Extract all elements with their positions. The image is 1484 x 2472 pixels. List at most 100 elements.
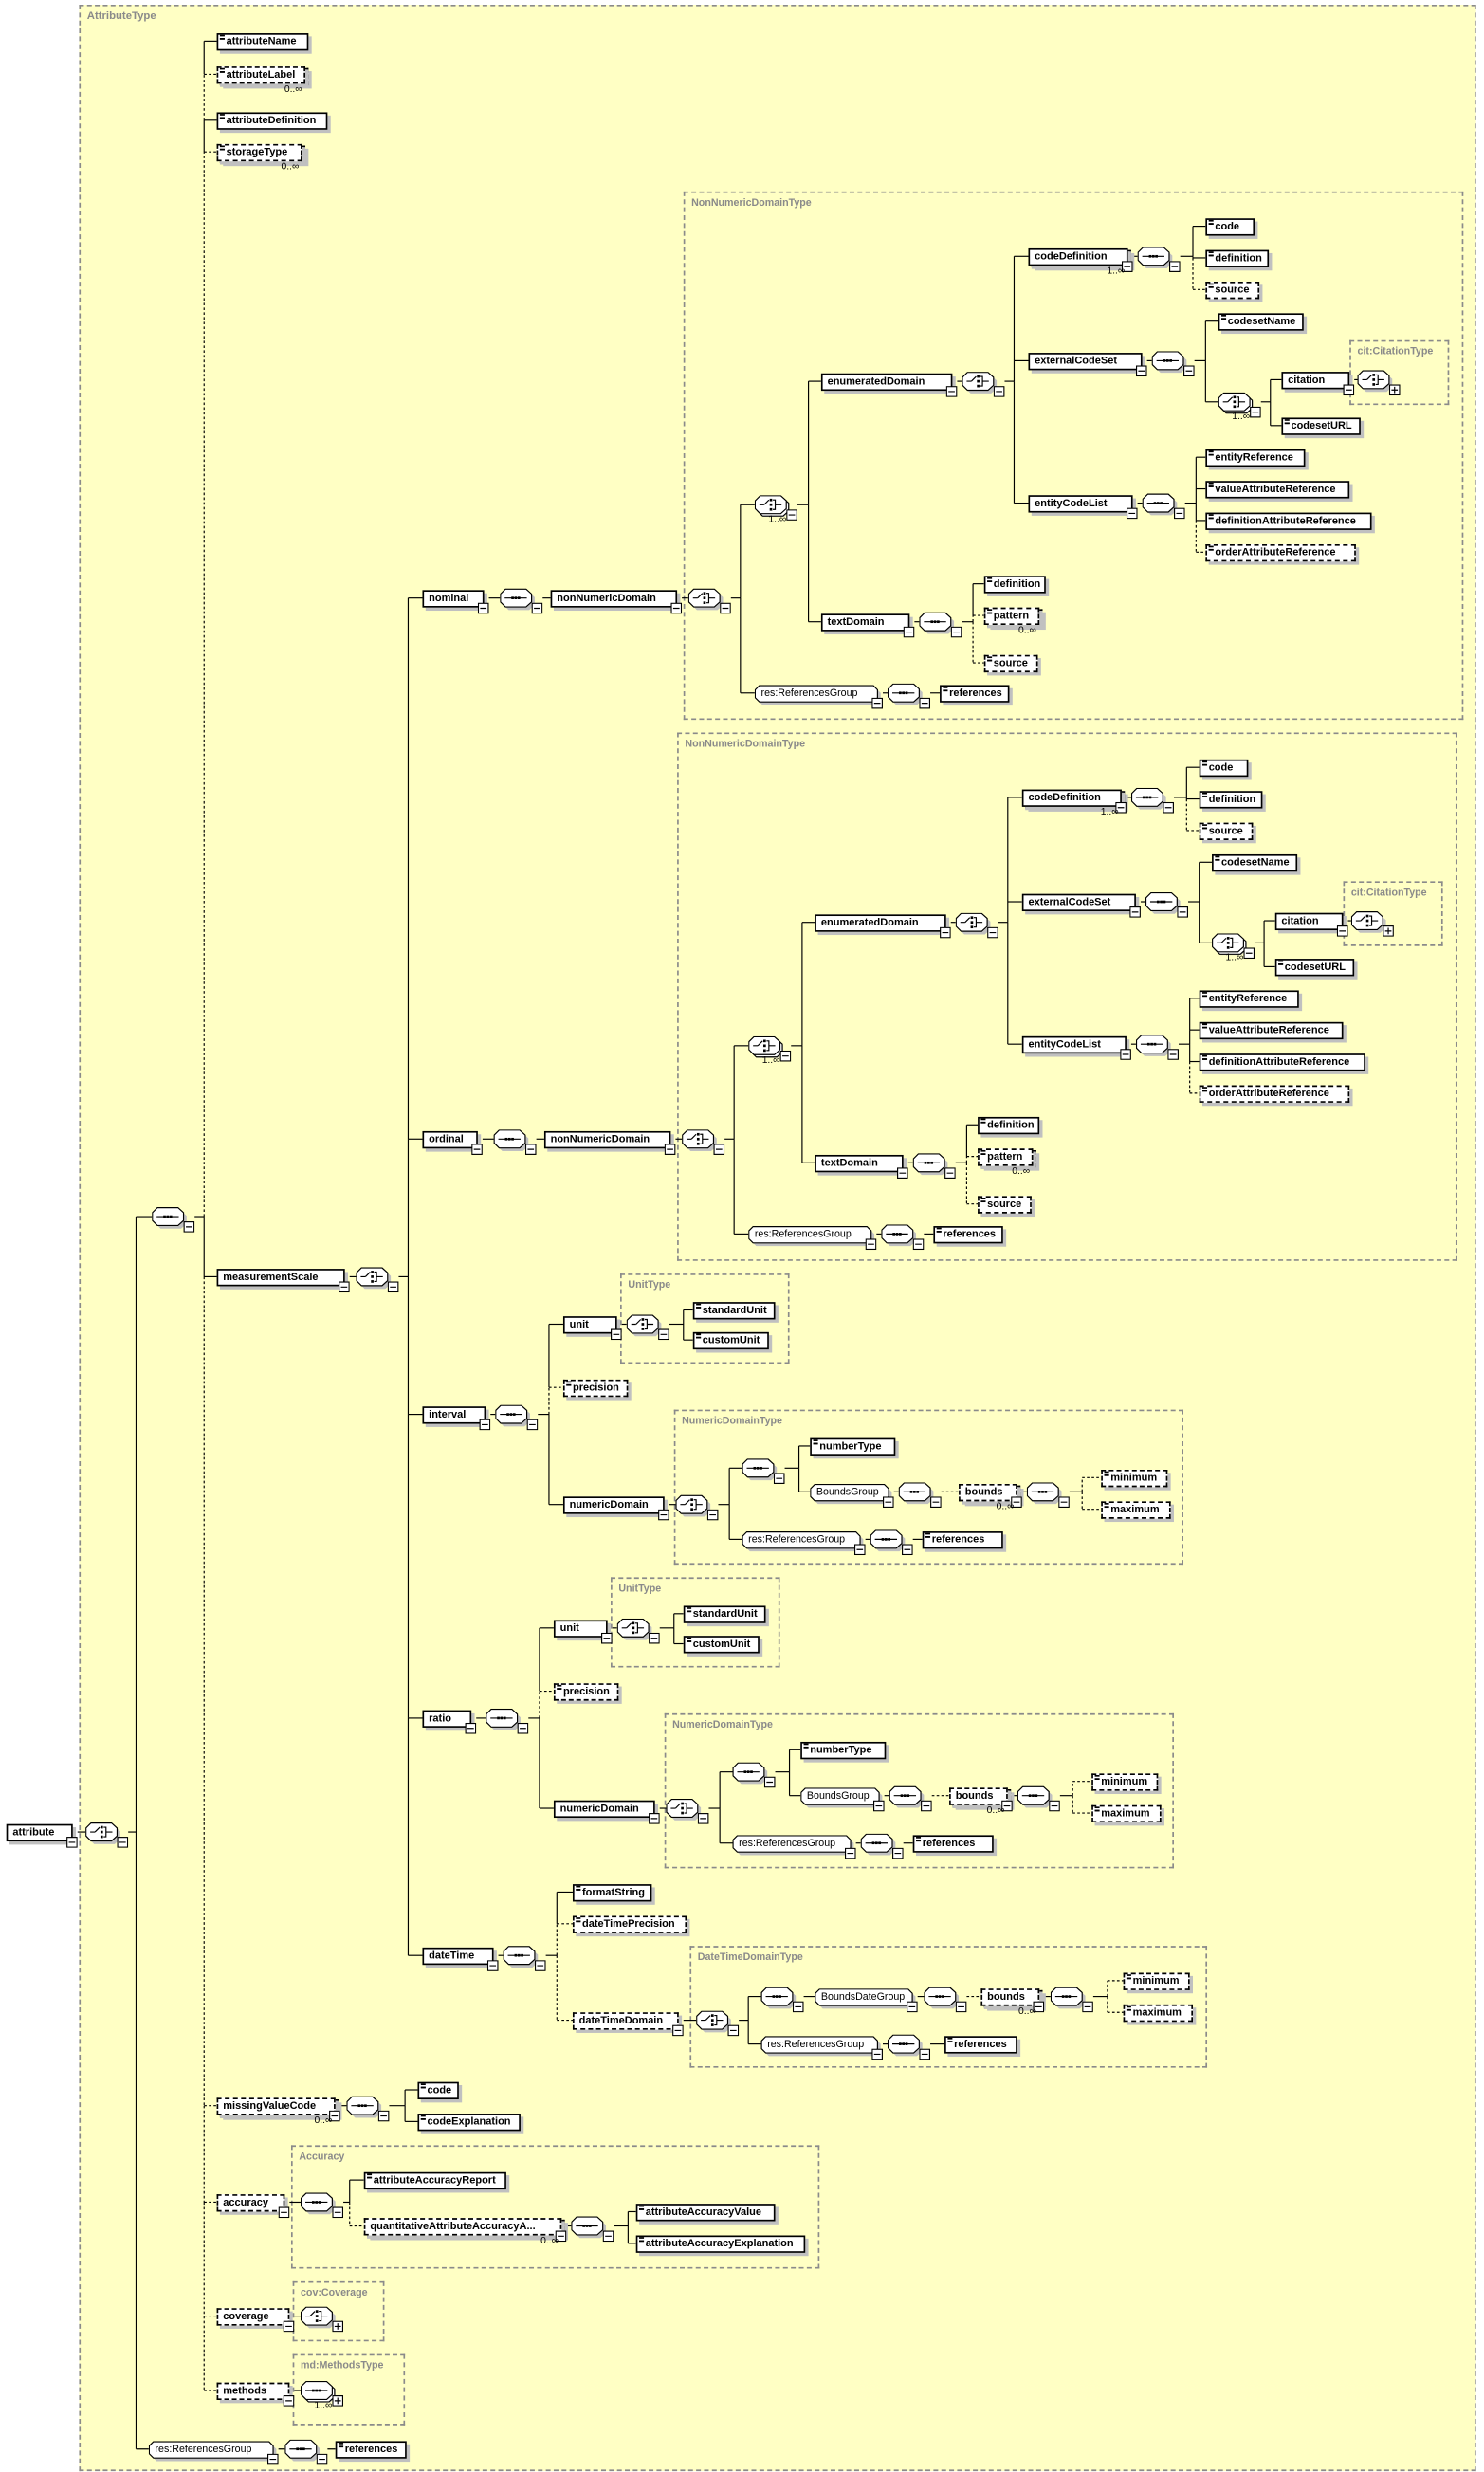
element-definition-attribute-reference[interactable]: definitionAttributeReference — [1205, 511, 1372, 530]
expand-button[interactable] — [1388, 375, 1401, 395]
choice-compositor[interactable] — [1357, 370, 1401, 394]
collapse-button[interactable] — [1167, 1038, 1179, 1060]
choice-compositor[interactable] — [1212, 933, 1255, 957]
collapse-button[interactable] — [278, 2197, 290, 2218]
element-custom-unit[interactable]: customUnit — [692, 1330, 769, 1349]
element-methods[interactable]: methods — [216, 2381, 290, 2400]
collapse-button[interactable] — [1001, 1790, 1013, 1811]
collapse-button[interactable] — [531, 593, 543, 613]
collapse-button[interactable] — [919, 687, 931, 708]
collapse-button[interactable] — [773, 1462, 785, 1484]
collapse-button[interactable] — [921, 1790, 932, 1811]
sequence-compositor[interactable] — [301, 2192, 343, 2216]
expand-button[interactable] — [332, 2311, 344, 2332]
element-standard-unit[interactable]: standardUnit — [692, 1301, 776, 1319]
choice-compositor[interactable] — [675, 1494, 718, 1519]
element-definition[interactable]: definition — [1205, 248, 1270, 267]
collapse-button[interactable] — [902, 1534, 913, 1555]
collapse-button[interactable] — [1120, 1038, 1131, 1060]
collapse-button[interactable] — [912, 1229, 925, 1250]
sequence-compositor[interactable] — [301, 2381, 343, 2405]
collapse-button[interactable] — [944, 1157, 956, 1179]
sequence-compositor[interactable] — [898, 1482, 942, 1506]
element-unit[interactable]: unit — [562, 1315, 617, 1333]
collapse-button[interactable] — [786, 499, 797, 521]
sequence-compositor[interactable] — [486, 1708, 528, 1732]
collapse-button[interactable] — [471, 1133, 483, 1155]
element-numeric-domain[interactable]: numericDomain — [553, 1799, 655, 1818]
collapse-button[interactable] — [1243, 938, 1255, 959]
collapse-button[interactable] — [779, 1040, 792, 1061]
element-entity-code-list[interactable]: entityCodeList — [1028, 494, 1133, 512]
element-storage-type[interactable]: storageType — [216, 142, 302, 161]
element-references[interactable]: references — [944, 2035, 1017, 2053]
collapse-button[interactable] — [1343, 375, 1355, 395]
element-format-string[interactable]: formatString — [572, 1883, 652, 1901]
collapse-button[interactable] — [1033, 1991, 1045, 2012]
collapse-button[interactable] — [950, 616, 962, 637]
choice-compositor[interactable] — [356, 1267, 398, 1291]
collapse-button[interactable] — [1058, 1486, 1070, 1508]
choice-compositor[interactable] — [682, 1129, 724, 1153]
element-pattern[interactable]: pattern — [978, 1147, 1034, 1165]
element-code[interactable]: code — [1199, 759, 1249, 777]
collapse-button[interactable] — [987, 917, 998, 938]
element-order-attribute-reference[interactable]: orderAttributeReference — [1205, 543, 1356, 561]
choice-compositor[interactable] — [962, 372, 1004, 395]
element-minimum[interactable]: minimum — [1091, 1772, 1159, 1790]
element-attribute-accuracy-value[interactable]: attributeAccuracyValue — [635, 2203, 776, 2221]
collapse-button[interactable] — [524, 1133, 537, 1155]
element-attribute[interactable]: attribute — [6, 1822, 73, 1841]
element-text-domain[interactable]: textDomain — [820, 613, 910, 631]
element-attribute-definition[interactable]: attributeDefinition — [216, 111, 328, 129]
choice-compositor[interactable] — [616, 1618, 660, 1642]
choice-compositor[interactable] — [696, 2010, 739, 2035]
collapse-button[interactable] — [517, 1712, 529, 1733]
element-unit[interactable]: unit — [553, 1619, 608, 1638]
sequence-compositor[interactable] — [887, 683, 930, 707]
group-res-references-group[interactable]: res:ReferencesGroup — [754, 684, 883, 705]
sequence-compositor[interactable] — [760, 1987, 804, 2011]
element-entity-reference[interactable]: entityReference — [1205, 449, 1306, 467]
choice-compositor[interactable] — [85, 1822, 128, 1846]
group-res-references-group[interactable]: res:ReferencesGroup — [742, 1530, 865, 1551]
element-number-type[interactable]: numberType — [810, 1437, 896, 1456]
collapse-button[interactable] — [713, 1133, 725, 1155]
collapse-button[interactable] — [697, 1803, 709, 1823]
collapse-button[interactable] — [897, 1157, 908, 1179]
sequence-compositor[interactable] — [503, 1946, 546, 1969]
element-attribute-label[interactable]: attributeLabel — [216, 65, 306, 83]
collapse-button[interactable] — [853, 1534, 866, 1555]
collapse-button[interactable] — [930, 1486, 942, 1508]
collapse-button[interactable] — [1115, 792, 1127, 813]
collapse-button[interactable] — [117, 1826, 129, 1847]
collapse-button[interactable] — [555, 2221, 567, 2242]
collapse-button[interactable] — [465, 1712, 477, 1733]
collapse-button[interactable] — [1121, 250, 1133, 272]
collapse-button[interactable] — [664, 1133, 676, 1155]
collapse-button[interactable] — [844, 1838, 856, 1859]
collapse-button[interactable] — [955, 1991, 967, 2012]
element-codeset-url[interactable]: codesetURL — [1274, 958, 1355, 976]
collapse-button[interactable] — [670, 593, 683, 613]
element-enumerated-domain[interactable]: enumeratedDomain — [820, 372, 953, 391]
collapse-button[interactable] — [907, 1991, 918, 2012]
collapse-button[interactable] — [672, 2015, 684, 2036]
element-value-attribute-reference[interactable]: valueAttributeReference — [1199, 1020, 1344, 1039]
collapse-button[interactable] — [316, 2444, 328, 2464]
choice-compositor[interactable] — [1350, 911, 1394, 935]
collapse-button[interactable] — [526, 1409, 539, 1430]
sequence-compositor[interactable] — [887, 2034, 930, 2059]
collapse-button[interactable] — [903, 616, 915, 637]
sequence-compositor[interactable] — [881, 1224, 924, 1248]
element-definition-attribute-reference[interactable]: definitionAttributeReference — [1199, 1053, 1365, 1071]
element-external-code-set[interactable]: externalCodeSet — [1028, 352, 1143, 370]
element-pattern[interactable]: pattern — [983, 606, 1040, 625]
element-missing-value-code[interactable]: missingValueCode — [216, 2097, 336, 2115]
collapse-button[interactable] — [763, 1767, 776, 1787]
element-code[interactable]: code — [1205, 217, 1255, 235]
group-res-references-group[interactable]: res:ReferencesGroup — [732, 1834, 855, 1856]
sequence-compositor[interactable] — [1145, 892, 1188, 916]
element-numeric-domain[interactable]: numericDomain — [562, 1495, 665, 1513]
collapse-button[interactable] — [882, 1486, 894, 1508]
